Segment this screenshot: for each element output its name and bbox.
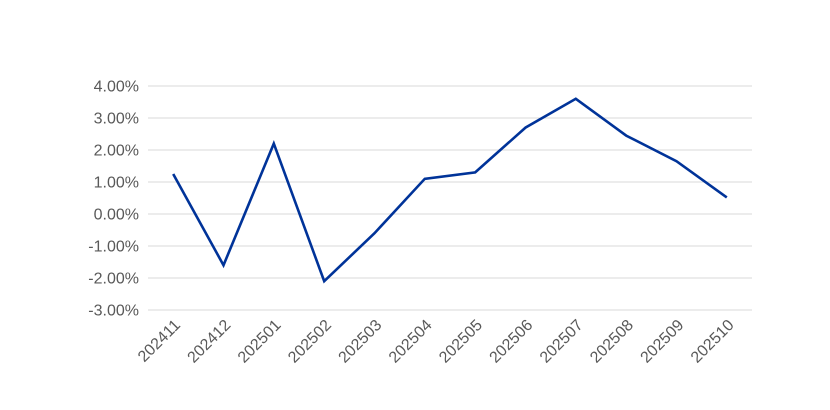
x-tick-label: 202503 (336, 317, 386, 367)
y-tick-label: -1.00% (88, 239, 139, 256)
y-axis-tick-labels: 4.00% 3.00% 2.00% 1.00% 0.00% -1.00% -2.00% -3.… (88, 79, 139, 320)
y-tick-label: -2.00% (88, 271, 139, 288)
y-tick-label: 2.00% (94, 143, 139, 160)
gridlines (148, 85, 752, 311)
x-tick-label: 202506 (487, 317, 537, 367)
x-tick-label: 202505 (436, 317, 486, 367)
series-layer (172, 97, 728, 284)
x-tick-label: 202411 (135, 317, 184, 366)
x-tick-label: 202509 (638, 317, 688, 367)
y-tick-label: -3.00% (88, 303, 139, 320)
y-tick-label: 0.00% (94, 207, 139, 224)
x-tick-label: 202508 (587, 317, 637, 367)
x-tick-label: 202504 (386, 317, 436, 367)
x-tick-label: 202507 (537, 317, 587, 367)
series-line (172, 97, 728, 284)
x-tick-label: 202510 (688, 317, 738, 367)
y-tick-label: 3.00% (94, 111, 139, 128)
y-tick-label: 4.00% (94, 79, 139, 96)
x-tick-label: 202502 (285, 317, 335, 367)
x-tick-label: 202412 (185, 317, 235, 367)
y-tick-label: 1.00% (94, 175, 139, 192)
x-tick-label: 202501 (235, 317, 285, 367)
x-axis-tick-labels: 202411 202412 202501 202502 202503 202504 2025… (135, 317, 738, 367)
